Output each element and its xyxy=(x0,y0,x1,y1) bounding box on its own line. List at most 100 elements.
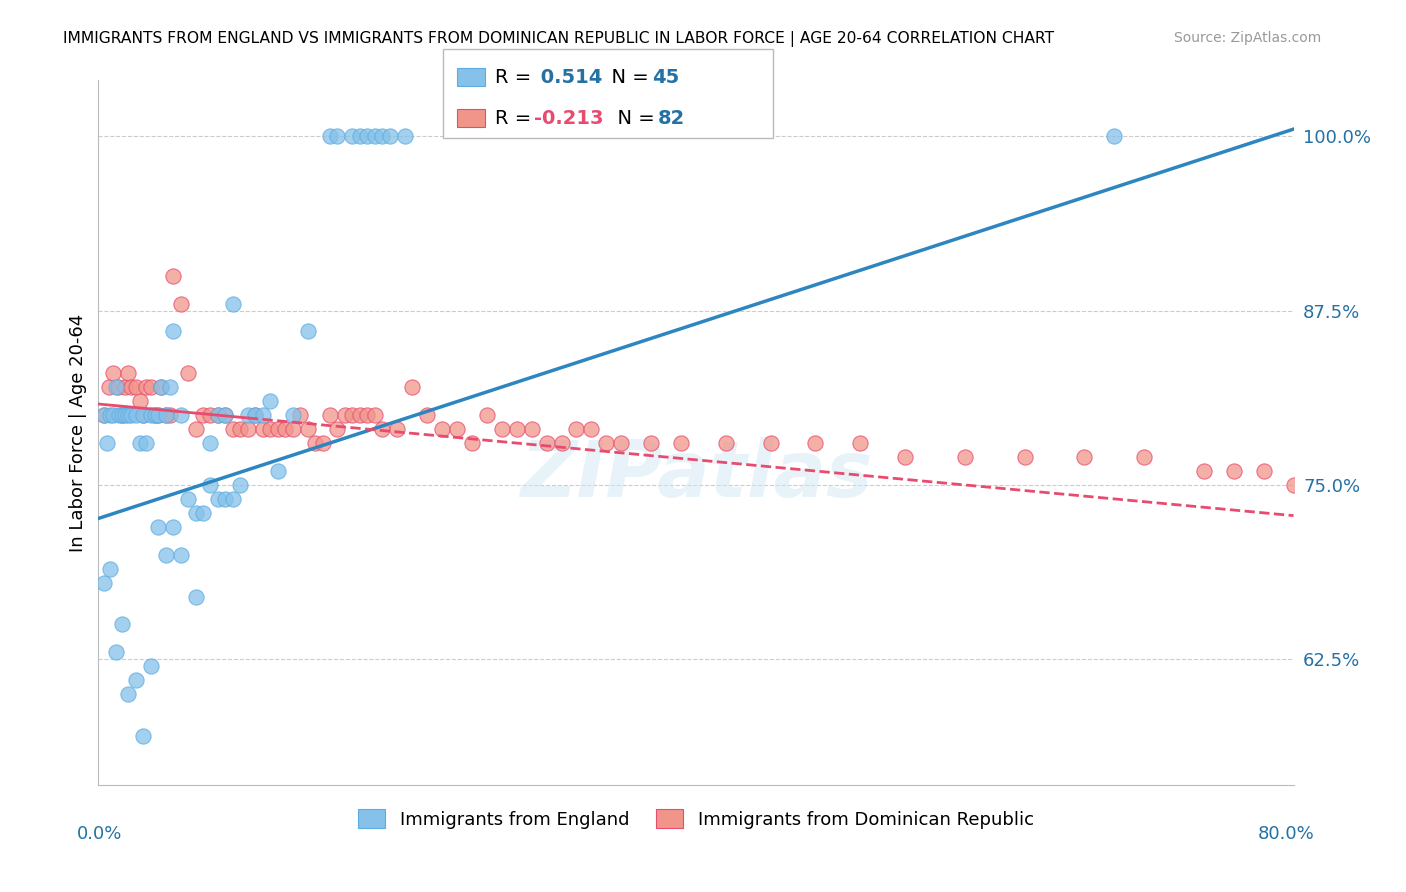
Point xyxy=(281,422,304,436)
Point xyxy=(894,450,917,464)
Point xyxy=(259,394,281,409)
Point xyxy=(349,408,371,422)
Point xyxy=(103,408,125,422)
Point xyxy=(162,268,184,283)
Point xyxy=(297,325,319,339)
Point xyxy=(461,436,484,450)
Point xyxy=(267,464,290,478)
Point xyxy=(143,408,166,422)
Point xyxy=(162,520,184,534)
Point xyxy=(371,129,394,144)
Point xyxy=(120,408,142,422)
Point xyxy=(311,436,333,450)
Point xyxy=(491,422,513,436)
Point xyxy=(1372,491,1395,506)
Point xyxy=(245,408,267,422)
Point xyxy=(155,408,177,422)
Point xyxy=(214,491,236,506)
Point xyxy=(371,422,394,436)
Point xyxy=(1312,478,1334,492)
Point xyxy=(129,394,152,409)
Point xyxy=(385,422,409,436)
Point xyxy=(401,380,423,394)
Point xyxy=(1133,450,1156,464)
Point xyxy=(378,129,401,144)
Point xyxy=(640,436,662,450)
Point xyxy=(304,436,326,450)
Text: 0.0%: 0.0% xyxy=(77,825,122,843)
Point xyxy=(139,380,162,394)
Point xyxy=(236,422,259,436)
Point xyxy=(394,129,416,144)
Point xyxy=(759,436,782,450)
Point xyxy=(326,422,349,436)
Point xyxy=(96,436,118,450)
Point xyxy=(252,408,274,422)
Point xyxy=(1192,464,1215,478)
Point xyxy=(177,367,200,381)
Point xyxy=(267,422,290,436)
Point xyxy=(120,380,142,394)
Point xyxy=(148,408,170,422)
Point xyxy=(97,380,120,394)
Point xyxy=(105,645,128,659)
Point xyxy=(1073,450,1095,464)
Point xyxy=(245,408,267,422)
Point xyxy=(105,380,128,394)
Point xyxy=(581,422,603,436)
Point xyxy=(103,367,125,381)
Point xyxy=(93,575,115,590)
Point xyxy=(342,129,364,144)
Point xyxy=(125,380,148,394)
Point xyxy=(229,422,252,436)
Point xyxy=(98,408,122,422)
Point xyxy=(132,729,155,743)
Point xyxy=(1343,478,1365,492)
Text: -0.213: -0.213 xyxy=(534,109,603,128)
Point xyxy=(416,408,439,422)
Text: R =: R = xyxy=(495,68,537,87)
Point xyxy=(184,590,207,604)
Point xyxy=(162,325,184,339)
Point xyxy=(155,408,177,422)
Point xyxy=(191,408,214,422)
Point xyxy=(125,408,148,422)
Point xyxy=(236,408,259,422)
Point xyxy=(475,408,498,422)
Point xyxy=(1282,478,1305,492)
Point xyxy=(714,436,737,450)
Point xyxy=(108,408,131,422)
Point xyxy=(356,129,378,144)
Point xyxy=(281,408,304,422)
Point xyxy=(953,450,976,464)
Point xyxy=(1014,450,1036,464)
Point xyxy=(610,436,633,450)
Point xyxy=(107,380,129,394)
Point xyxy=(159,380,181,394)
Point xyxy=(150,380,173,394)
Point xyxy=(117,687,139,701)
Point xyxy=(319,129,342,144)
Point xyxy=(274,422,297,436)
Point xyxy=(222,422,245,436)
Point xyxy=(200,436,222,450)
Text: 45: 45 xyxy=(652,68,679,87)
Point xyxy=(259,422,281,436)
Point xyxy=(229,478,252,492)
Point xyxy=(184,422,207,436)
Point xyxy=(1402,491,1406,506)
Point xyxy=(333,408,356,422)
Point xyxy=(155,548,177,562)
Point xyxy=(169,548,191,562)
Point xyxy=(139,659,162,673)
Point xyxy=(169,408,191,422)
Point xyxy=(191,506,214,520)
Point xyxy=(150,380,173,394)
Point xyxy=(98,562,122,576)
Point xyxy=(117,408,139,422)
Point xyxy=(430,422,453,436)
Point xyxy=(207,408,229,422)
Point xyxy=(349,129,371,144)
Point xyxy=(184,506,207,520)
Point xyxy=(159,408,181,422)
